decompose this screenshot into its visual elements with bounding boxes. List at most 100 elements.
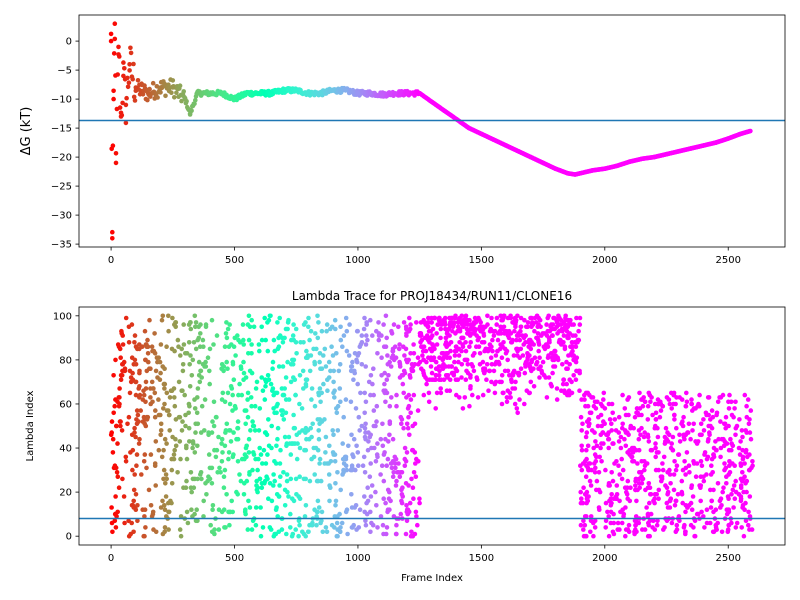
- lambda-point: [404, 395, 409, 400]
- lambda-point: [204, 492, 209, 497]
- lambda-point: [157, 377, 163, 383]
- lambda-point: [544, 395, 550, 400]
- lambda-point: [131, 487, 137, 493]
- lambda-point: [543, 375, 548, 380]
- lambda-point: [664, 395, 670, 400]
- lambda-point: [164, 441, 169, 446]
- lambda-point: [310, 421, 316, 427]
- lambda-point: [434, 342, 440, 347]
- delta-g-point: [187, 111, 193, 116]
- y-tick-label: 0: [66, 37, 72, 48]
- lambda-point: [672, 417, 677, 422]
- lambda-point: [589, 428, 595, 433]
- lambda-point: [276, 529, 282, 535]
- lambda-point: [243, 511, 248, 517]
- lambda-point: [172, 322, 177, 327]
- lambda-point: [517, 397, 522, 402]
- lambda-point: [243, 445, 249, 451]
- lambda-point: [156, 355, 161, 361]
- lambda-point: [259, 485, 265, 491]
- lambda-point: [713, 507, 719, 512]
- lambda-point: [115, 474, 121, 480]
- lambda-point: [338, 525, 343, 530]
- lambda-point: [232, 335, 238, 341]
- lambda-point: [183, 485, 189, 491]
- lambda-point: [550, 333, 555, 338]
- lambda-point: [411, 470, 417, 475]
- lambda-point: [750, 459, 755, 464]
- lambda-point: [656, 467, 661, 473]
- delta-g-point: [565, 171, 571, 176]
- lambda-point: [614, 492, 620, 497]
- delta-g-y-ticks: 0−5−10−15−20−25−30−35: [51, 37, 79, 251]
- delta-g-point: [121, 60, 126, 65]
- lambda-point: [571, 322, 576, 327]
- delta-g-point: [701, 143, 706, 148]
- lambda-point: [636, 481, 642, 486]
- lambda-point: [478, 328, 483, 334]
- lambda-point: [162, 525, 168, 530]
- lambda-point: [176, 379, 182, 385]
- delta-g-point: [120, 100, 125, 106]
- lambda-point: [126, 414, 132, 420]
- lambda-point: [202, 364, 207, 369]
- lambda-point: [682, 432, 688, 438]
- lambda-point: [197, 379, 203, 385]
- delta-g-point: [528, 154, 533, 160]
- lambda-point: [115, 441, 120, 446]
- lambda-point: [323, 525, 329, 530]
- lambda-point: [397, 342, 402, 347]
- lambda-point: [212, 447, 217, 453]
- lambda-point: [192, 406, 198, 411]
- lambda-point: [323, 434, 329, 440]
- lambda-point: [334, 410, 340, 416]
- lambda-point: [609, 492, 614, 497]
- lambda-point: [141, 533, 146, 539]
- lambda-point: [546, 375, 552, 380]
- lambda-point: [192, 511, 197, 517]
- lambda-point: [623, 443, 629, 449]
- lambda-point: [364, 511, 370, 517]
- lambda-point: [185, 520, 191, 526]
- lambda-point: [324, 529, 330, 535]
- lambda-point: [663, 425, 669, 431]
- lambda-point: [733, 432, 738, 438]
- lambda-point: [737, 452, 743, 457]
- lambda-point: [601, 390, 607, 396]
- lambda-point: [315, 313, 320, 319]
- lambda-point: [611, 511, 616, 517]
- lambda-point: [383, 344, 389, 350]
- lambda-point: [224, 359, 229, 365]
- lambda-point: [389, 465, 395, 471]
- lambda-point: [369, 520, 374, 526]
- lambda-point: [327, 498, 332, 504]
- lambda-point: [317, 461, 322, 466]
- lambda-point: [610, 410, 615, 416]
- delta-g-point: [219, 91, 225, 96]
- lambda-point: [516, 370, 522, 376]
- lambda-point: [275, 425, 281, 431]
- lambda-point: [715, 481, 721, 486]
- lambda-point: [312, 359, 317, 365]
- delta-g-point: [442, 108, 447, 113]
- lambda-point: [620, 392, 625, 398]
- lambda-point: [123, 454, 129, 460]
- lambda-point: [686, 421, 692, 427]
- lambda-point: [288, 511, 293, 517]
- lambda-point: [427, 346, 433, 352]
- lambda-point: [219, 362, 225, 367]
- lambda-point: [646, 481, 652, 486]
- x-tick-label: 2500: [715, 553, 740, 564]
- lambda-point: [728, 436, 733, 442]
- lambda-point: [227, 522, 232, 528]
- lambda-point: [696, 403, 702, 409]
- lambda-point: [701, 478, 707, 484]
- lambda-point: [639, 425, 644, 431]
- lambda-point: [744, 489, 749, 495]
- lambda-point: [708, 423, 713, 429]
- lambda-point: [247, 472, 252, 477]
- lambda-point: [581, 485, 586, 491]
- lambda-point: [452, 348, 458, 354]
- lambda-point: [268, 313, 273, 319]
- lambda-point: [371, 392, 377, 398]
